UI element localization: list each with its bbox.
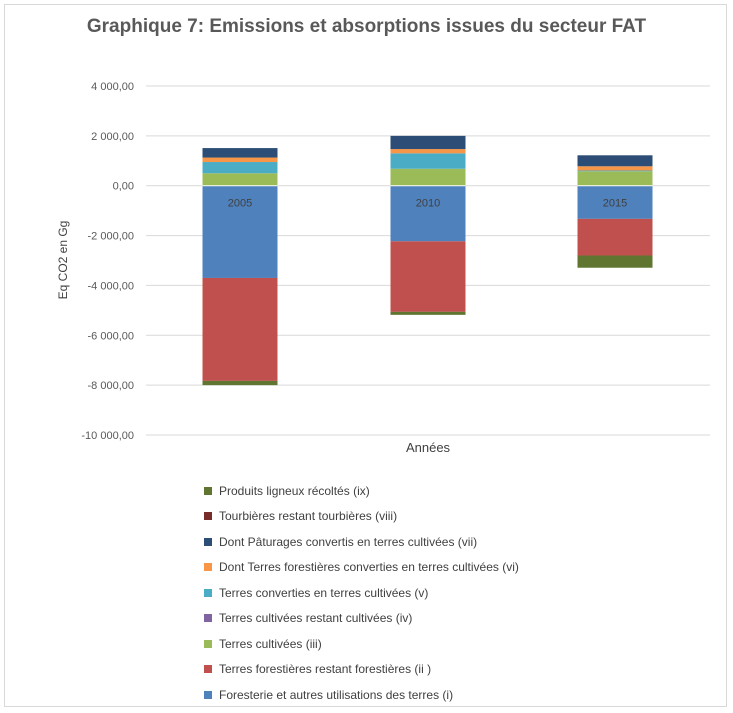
y-tick-label: 2 000,00 xyxy=(91,131,134,143)
legend-item: Dont Terres forestières converties en te… xyxy=(204,555,519,581)
bar-segment xyxy=(202,157,278,163)
legend-swatch xyxy=(204,665,212,674)
legend-swatch xyxy=(204,537,212,546)
bar-segment xyxy=(390,241,466,312)
legend-label: Dont Pâturages convertis en terres culti… xyxy=(219,534,478,549)
category-label: 2005 xyxy=(228,198,252,210)
bar-segment xyxy=(577,255,653,268)
y-tick-label: -4 000,00 xyxy=(88,280,134,292)
legend-label: Terres converties en terres cultivées (v… xyxy=(219,585,429,600)
category-label: 2010 xyxy=(416,198,440,210)
category-label: 2015 xyxy=(603,198,627,210)
y-tick-label: -8 000,00 xyxy=(88,380,134,392)
bar-segment xyxy=(577,218,653,256)
legend-label: Dont Terres forestières converties en te… xyxy=(219,560,519,575)
legend-label: Foresterie et autres utilisations des te… xyxy=(219,687,454,702)
legend-swatch xyxy=(204,563,212,572)
legend-item: Terres forestières restant forestières (… xyxy=(204,657,519,683)
bar-segment xyxy=(202,185,278,278)
bar-segment xyxy=(577,171,653,186)
chart-title: Graphique 7: Emissions et absorptions is… xyxy=(86,16,647,37)
bar-segment xyxy=(202,148,278,158)
legend-label: Produits ligneux récoltés (ix) xyxy=(219,483,370,498)
y-tick-label: -10 000,00 xyxy=(81,430,134,442)
legend-item: Terres cultivées (iii) xyxy=(204,631,519,657)
legend-item: Dont Pâturages convertis en terres culti… xyxy=(204,529,519,555)
legend-label: Terres forestières restant forestières (… xyxy=(219,662,432,677)
bar-segment xyxy=(390,311,466,315)
y-axis-title: Eq CO2 en Gg xyxy=(56,221,70,300)
y-tick-label: 0,00 xyxy=(113,181,134,193)
bar-segment xyxy=(202,380,278,386)
legend-swatch xyxy=(204,512,212,521)
legend-label: Tourbières restant tourbières (viii) xyxy=(219,509,398,524)
chart-legend: Produits ligneux récoltés (ix) Tourbières… xyxy=(204,478,519,708)
legend-item: Foresterie et autres utilisations des te… xyxy=(204,682,519,708)
y-tick-label: -6 000,00 xyxy=(88,330,134,342)
legend-item: Terres cultivées restant cultivées (iv) xyxy=(204,606,519,632)
legend-label: Terres cultivées restant cultivées (iv) xyxy=(219,611,413,626)
bar-segment xyxy=(390,185,466,242)
legend-swatch xyxy=(204,614,212,623)
bar-segment xyxy=(202,162,278,174)
legend-swatch xyxy=(204,690,212,699)
bar-segment xyxy=(577,185,653,219)
bar-segment xyxy=(390,153,466,169)
bar-segment xyxy=(202,173,278,186)
legend-swatch xyxy=(204,486,212,495)
legend-label: Terres cultivées (iii) xyxy=(219,636,322,651)
bar-segment xyxy=(390,149,466,154)
legend-item: Terres converties en terres cultivées (v… xyxy=(204,580,519,606)
bar-segment xyxy=(202,277,278,381)
bar-segment xyxy=(577,155,653,167)
legend-swatch xyxy=(204,639,212,648)
bar-segment xyxy=(577,170,653,172)
legend-item: Produits ligneux récoltés (ix) xyxy=(204,478,519,504)
bar-segment xyxy=(390,168,466,186)
y-tick-label: 4 000,00 xyxy=(91,81,134,93)
y-tick-label: -2 000,00 xyxy=(88,231,134,243)
legend-swatch xyxy=(204,588,212,597)
bar-segment xyxy=(577,166,653,171)
chart-frame xyxy=(4,4,727,707)
legend-item: Tourbières restant tourbières (viii) xyxy=(204,504,519,530)
x-axis-title: Années xyxy=(406,440,451,455)
bar-segment xyxy=(390,135,466,150)
